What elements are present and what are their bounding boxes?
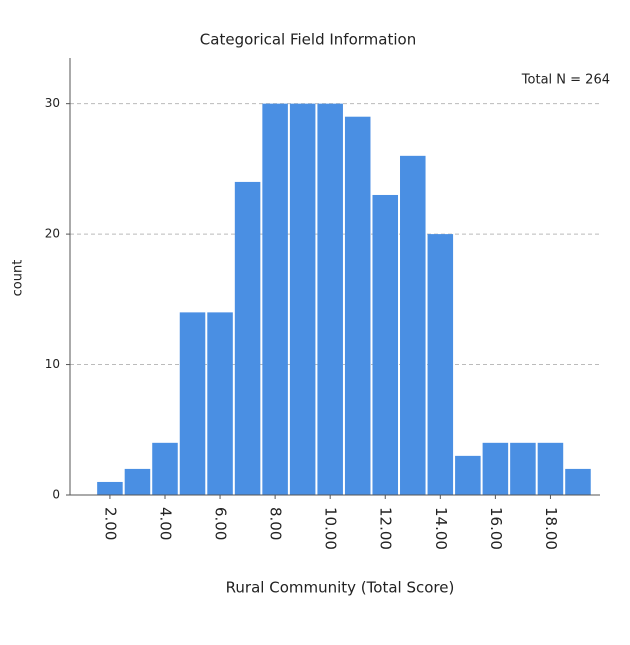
x-axis-label: Rural Community (Total Score): [226, 579, 455, 597]
y-tick-label: 0: [52, 488, 60, 502]
x-tick-label: 14.00: [432, 507, 450, 550]
bar: [124, 468, 151, 495]
bar: [427, 234, 454, 495]
bar: [510, 442, 536, 495]
x-tick-label: 2.00: [101, 507, 119, 540]
x-tick-label: 6.00: [212, 507, 230, 540]
y-tick-label: 20: [45, 227, 60, 241]
bar: [565, 468, 591, 495]
chart-title: Categorical Field Information: [200, 31, 416, 49]
bar: [207, 312, 233, 495]
bar: [455, 455, 481, 495]
bar: [537, 442, 564, 495]
bar: [400, 155, 426, 495]
bar: [97, 481, 123, 495]
bar: [344, 116, 371, 496]
y-tick-label: 30: [45, 96, 60, 110]
y-tick-label: 10: [45, 357, 60, 371]
bar: [372, 194, 399, 495]
bar: [482, 442, 509, 495]
x-tick-label: 10.00: [322, 507, 340, 550]
bar: [262, 103, 288, 496]
bar: [152, 442, 178, 495]
bar: [234, 181, 261, 496]
x-tick-label: 12.00: [377, 507, 395, 550]
bar: [317, 103, 343, 496]
x-tick-label: 18.00: [542, 507, 560, 550]
bar: [179, 312, 206, 495]
annotation: Total N = 264: [521, 73, 610, 88]
x-tick-label: 4.00: [156, 507, 174, 540]
y-axis-label: count: [11, 260, 26, 297]
x-tick-label: 16.00: [487, 507, 505, 550]
x-tick-label: 8.00: [267, 507, 285, 540]
bar: [289, 103, 316, 496]
